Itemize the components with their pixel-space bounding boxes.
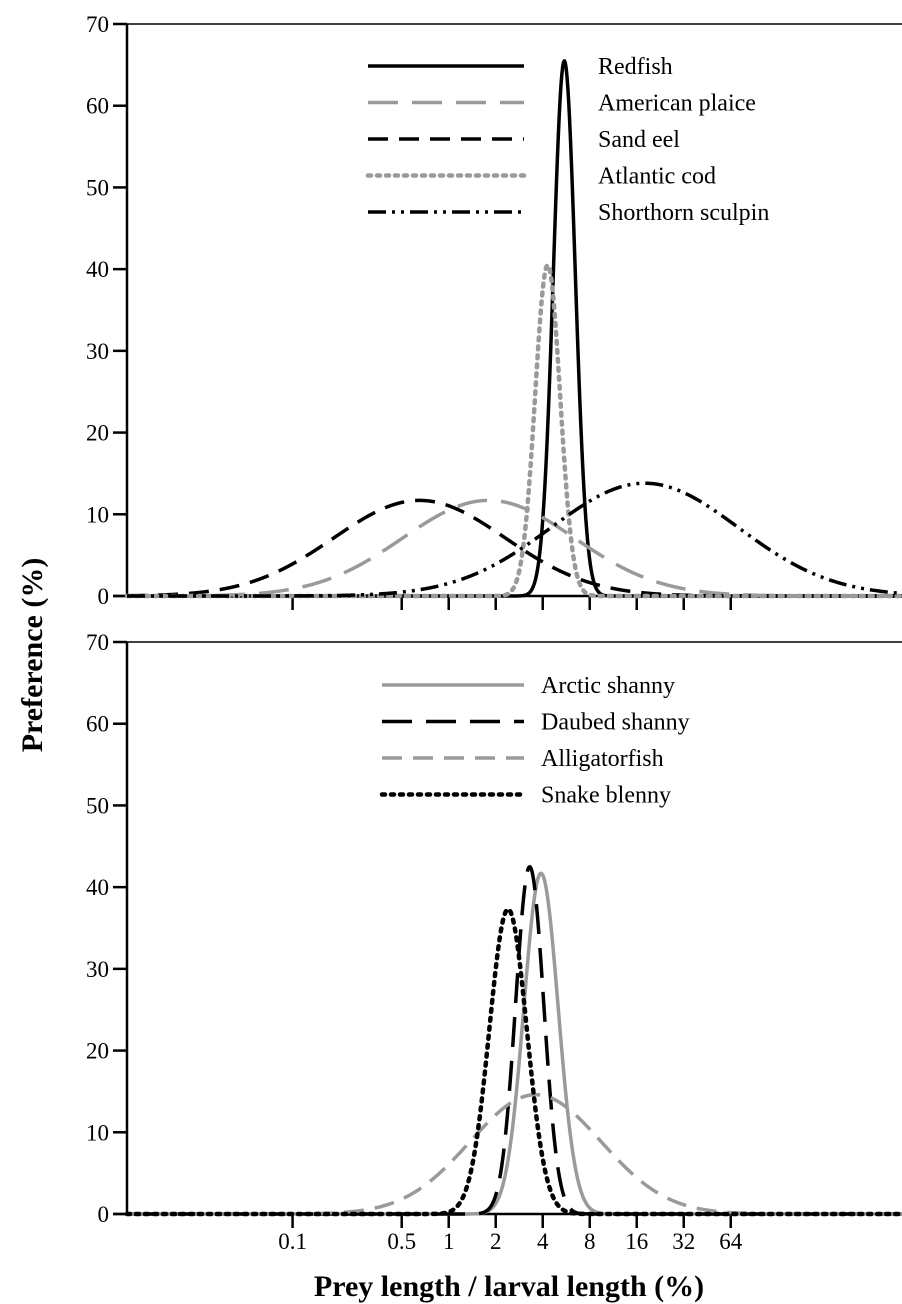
legend-label-shorthorn-sculpin: Shorthorn sculpin <box>598 200 769 226</box>
y-tick-label: 70 <box>86 630 109 655</box>
y-tick-label: 20 <box>86 1039 109 1064</box>
y-tick-label: 60 <box>86 94 109 119</box>
y-tick-label: 30 <box>86 957 109 982</box>
legend-label-alligatorfish: Alligatorfish <box>541 746 664 772</box>
y-tick-label: 40 <box>86 257 109 282</box>
y-tick-label: 30 <box>86 339 109 364</box>
x-axis: 0.1 0.5 1 2 4 8 16 32 64 <box>278 1229 743 1254</box>
panel-top: 0 10 20 30 40 50 60 70 Redfish American plaice San… <box>86 12 902 610</box>
x-tick-label: 32 <box>672 1229 695 1254</box>
y-tick-label: 20 <box>86 421 109 446</box>
y-tick-label: 0 <box>98 584 110 609</box>
series-line-shorthorn-sculpin <box>126 481 902 598</box>
y-tick-label: 40 <box>86 875 109 900</box>
panel-bottom: 0 10 20 30 40 50 60 70 Arctic shanny Daubed shann… <box>86 630 902 1228</box>
y-tick-label: 10 <box>86 1120 109 1145</box>
series-line-atlantic-cod <box>124 262 902 599</box>
y-tick-label: 50 <box>86 175 109 200</box>
legend-label-atlantic-cod: Atlantic cod <box>598 164 716 190</box>
legend-label-daubed-shanny: Daubed shanny <box>541 710 690 736</box>
x-tick-label: 0.1 <box>278 1229 307 1254</box>
legend-label-redfish: Redfish <box>598 54 673 80</box>
y-tick-label: 50 <box>86 793 109 818</box>
legend-label-american-plaice: American plaice <box>598 91 756 117</box>
x-tick-label: 0.5 <box>387 1229 416 1254</box>
series-line-redfish <box>126 59 902 598</box>
x-tick-label: 1 <box>443 1229 455 1254</box>
y-tick-label: 0 <box>98 1202 110 1227</box>
y-axis-title: Preference (%) <box>16 558 49 753</box>
x-tick-label: 64 <box>719 1229 743 1254</box>
legend-label-arctic-shanny: Arctic shanny <box>541 673 675 699</box>
x-tick-label: 16 <box>625 1229 648 1254</box>
x-tick-label: 2 <box>490 1229 502 1254</box>
y-tick-label: 10 <box>86 502 109 527</box>
x-axis-title: Prey length / larval length (%) <box>314 1270 704 1303</box>
y-tick-label: 70 <box>86 12 109 37</box>
x-tick-label: 4 <box>537 1229 549 1254</box>
legend-label-snake-blenny: Snake blenny <box>541 783 671 809</box>
y-tick-label: 60 <box>86 712 109 737</box>
legend-label-sand-eel: Sand eel <box>598 127 680 153</box>
x-tick-label: 8 <box>584 1229 596 1254</box>
series-line-snake-blenny <box>124 907 902 1217</box>
